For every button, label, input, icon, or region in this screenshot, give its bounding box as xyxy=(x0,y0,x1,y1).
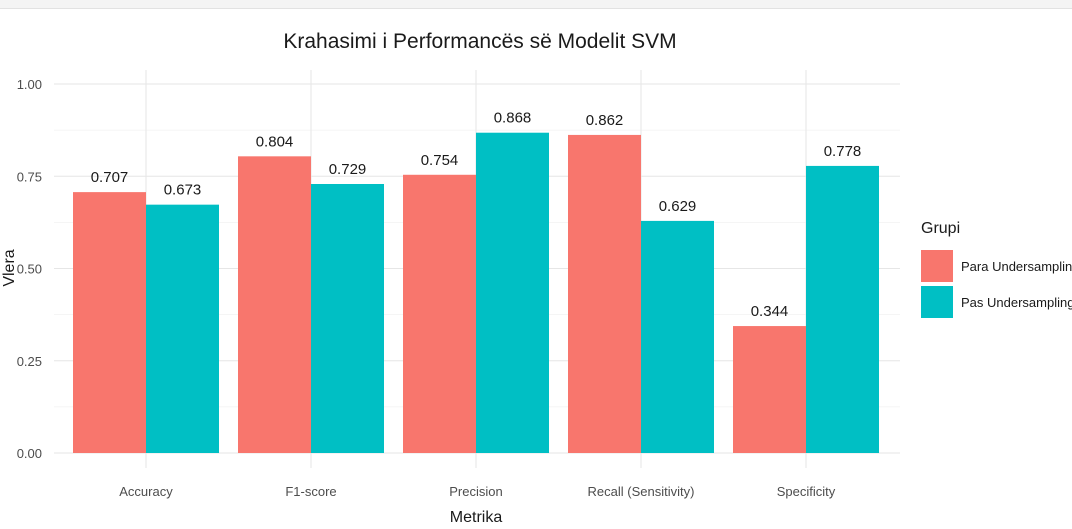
y-tick-label: 0.00 xyxy=(17,446,42,461)
bar xyxy=(476,132,549,453)
bar xyxy=(238,156,311,453)
x-tick-label: Recall (Sensitivity) xyxy=(588,484,695,499)
data-label: 0.754 xyxy=(421,152,459,169)
x-axis-title: Metrika xyxy=(450,509,503,526)
y-axis-title: Vlera xyxy=(1,249,18,286)
data-label: 0.629 xyxy=(659,198,697,215)
y-tick-label: 1.00 xyxy=(17,77,42,92)
legend-swatch xyxy=(921,286,953,318)
y-tick-label: 0.25 xyxy=(17,354,42,369)
bar xyxy=(403,174,476,454)
legend-label: Pas Undersampling xyxy=(961,295,1072,310)
x-tick-label: Accuracy xyxy=(119,484,173,499)
bar xyxy=(73,192,146,453)
legend-swatch xyxy=(921,250,953,282)
legend-title: Grupi xyxy=(921,220,960,237)
x-tick-label: Specificity xyxy=(777,484,836,499)
legend: Grupi Para Undersampling Pas Undersamplin… xyxy=(921,220,1072,318)
bars xyxy=(73,132,879,454)
y-tick-label: 0.50 xyxy=(17,262,42,277)
x-axis-ticks: Accuracy F1-score Precision Recall (Sensiti… xyxy=(119,484,835,499)
bar xyxy=(733,326,806,453)
data-label: 0.778 xyxy=(824,143,862,160)
legend-label: Para Undersampling xyxy=(961,259,1072,274)
bar xyxy=(568,134,641,453)
data-labels: 0.707 0.673 0.804 0.729 0.754 0.868 0.862 0.629… xyxy=(91,110,862,320)
data-label: 0.804 xyxy=(256,133,294,150)
browser-toolbar-strip xyxy=(0,0,1072,9)
bar xyxy=(641,220,714,453)
bar xyxy=(146,204,219,453)
data-label: 0.673 xyxy=(164,182,202,199)
data-label: 0.729 xyxy=(329,161,367,178)
data-label: 0.868 xyxy=(494,110,532,127)
x-tick-label: Precision xyxy=(449,484,502,499)
chart-title: Krahasimi i Performancës së Modelit SVM xyxy=(283,30,676,53)
bar xyxy=(806,165,879,453)
data-label: 0.707 xyxy=(91,169,129,186)
bar xyxy=(311,183,384,453)
y-tick-label: 0.75 xyxy=(17,169,42,184)
y-axis-ticks: 0.00 0.25 0.50 0.75 1.00 xyxy=(17,77,42,461)
x-tick-label: F1-score xyxy=(285,484,336,499)
data-label: 0.862 xyxy=(586,112,624,129)
data-label: 0.344 xyxy=(751,303,789,320)
